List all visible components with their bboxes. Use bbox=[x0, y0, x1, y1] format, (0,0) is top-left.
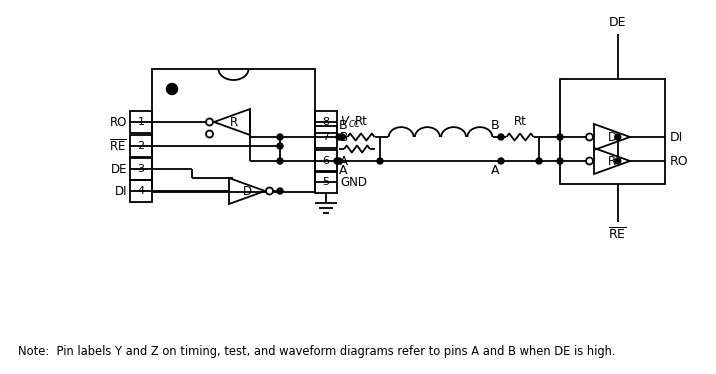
Text: 1: 1 bbox=[137, 117, 145, 127]
Circle shape bbox=[277, 158, 283, 164]
Text: 6: 6 bbox=[322, 156, 329, 166]
Circle shape bbox=[377, 158, 383, 164]
Circle shape bbox=[336, 134, 342, 140]
Bar bbox=[315, 150, 337, 172]
Text: RO: RO bbox=[110, 116, 127, 129]
Circle shape bbox=[206, 119, 213, 126]
Circle shape bbox=[277, 188, 283, 194]
Text: B: B bbox=[490, 119, 499, 132]
Text: A: A bbox=[339, 164, 347, 177]
Circle shape bbox=[498, 134, 504, 140]
Circle shape bbox=[334, 158, 340, 164]
Text: 8: 8 bbox=[322, 117, 329, 127]
Circle shape bbox=[536, 158, 542, 164]
Circle shape bbox=[336, 158, 342, 164]
Circle shape bbox=[277, 134, 283, 140]
Circle shape bbox=[266, 187, 273, 194]
Bar bbox=[130, 111, 152, 133]
Text: R: R bbox=[230, 116, 238, 129]
Circle shape bbox=[206, 131, 213, 138]
Bar bbox=[315, 171, 337, 193]
Text: DI: DI bbox=[115, 184, 127, 197]
Text: Rt: Rt bbox=[354, 115, 367, 128]
Text: 4: 4 bbox=[137, 186, 145, 196]
Circle shape bbox=[557, 134, 563, 140]
Text: DE: DE bbox=[110, 162, 127, 175]
Circle shape bbox=[277, 143, 283, 149]
Circle shape bbox=[586, 134, 593, 141]
Text: $V_{CC}$: $V_{CC}$ bbox=[340, 114, 362, 129]
Text: GND: GND bbox=[340, 175, 367, 188]
Circle shape bbox=[615, 134, 621, 140]
Text: 3: 3 bbox=[137, 164, 145, 174]
Text: DI: DI bbox=[670, 131, 683, 144]
Circle shape bbox=[167, 83, 178, 95]
Text: A: A bbox=[340, 154, 348, 168]
Text: $\overline{\rm RE}$: $\overline{\rm RE}$ bbox=[609, 227, 627, 242]
Circle shape bbox=[586, 157, 593, 165]
Text: $\overline{\rm RE}$: $\overline{\rm RE}$ bbox=[110, 138, 127, 154]
Text: Rt: Rt bbox=[513, 115, 526, 128]
Text: Note:  Pin labels Y and Z on timing, test, and waveform diagrams refer to pins A: Note: Pin labels Y and Z on timing, test… bbox=[18, 346, 616, 359]
Text: B: B bbox=[340, 131, 348, 144]
Bar bbox=[130, 135, 152, 157]
Text: 7: 7 bbox=[322, 132, 329, 142]
Text: DE: DE bbox=[609, 16, 626, 29]
Text: R: R bbox=[608, 154, 616, 168]
Text: A: A bbox=[490, 164, 499, 177]
Bar bbox=[560, 79, 665, 184]
Circle shape bbox=[557, 158, 563, 164]
Text: RO: RO bbox=[670, 154, 689, 168]
Text: D: D bbox=[243, 184, 251, 197]
Text: D: D bbox=[607, 131, 616, 144]
Circle shape bbox=[339, 134, 345, 140]
Bar bbox=[315, 126, 337, 148]
Bar bbox=[130, 180, 152, 202]
Text: 5: 5 bbox=[322, 177, 329, 187]
Circle shape bbox=[498, 158, 504, 164]
Text: 2: 2 bbox=[137, 141, 145, 151]
Bar bbox=[152, 69, 315, 192]
Circle shape bbox=[615, 158, 621, 164]
Bar bbox=[130, 158, 152, 180]
Bar bbox=[315, 111, 337, 133]
Text: B: B bbox=[339, 119, 348, 132]
